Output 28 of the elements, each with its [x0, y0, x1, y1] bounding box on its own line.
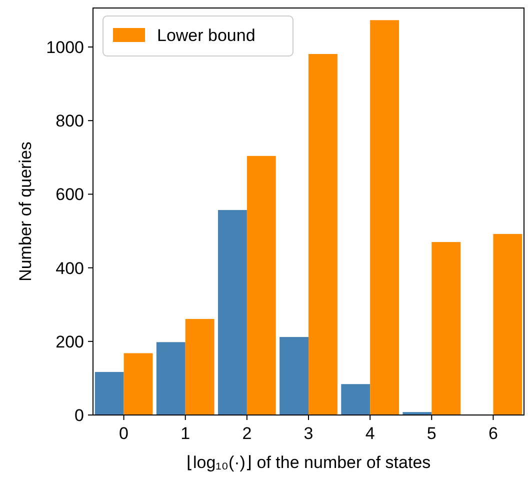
bar: [308, 54, 338, 415]
x-axis-title: ⌊log₁₀(·)⌋ of the number of states: [186, 453, 431, 472]
bar: [370, 20, 400, 415]
legend-label: Lower bound: [157, 26, 256, 45]
x-tick-label: 2: [242, 424, 252, 443]
y-tick-label: 600: [56, 185, 84, 204]
bar: [185, 318, 214, 415]
y-tick-label: 0: [74, 406, 84, 425]
bar: [493, 234, 522, 415]
x-tick-label: 3: [304, 424, 314, 443]
y-tick-label: 200: [56, 332, 84, 352]
bar: [341, 384, 370, 415]
x-tick-label: 4: [365, 424, 375, 443]
x-tick-label: 5: [426, 424, 436, 443]
x-tick-label: 0: [119, 424, 129, 443]
bar: [280, 336, 308, 415]
bar: [156, 342, 186, 415]
y-tick-label: 800: [56, 112, 84, 131]
x-tick-label: 6: [488, 424, 498, 443]
y-axis-title: Number of queries: [16, 142, 35, 282]
bar: [246, 156, 276, 415]
y-tick-label: 400: [56, 258, 84, 278]
bar: [432, 242, 461, 415]
x-tick-label: 1: [180, 424, 190, 443]
bar: [218, 210, 247, 415]
bar: [124, 353, 153, 415]
y-tick-label: 1000: [46, 38, 84, 57]
bar: [94, 372, 124, 415]
